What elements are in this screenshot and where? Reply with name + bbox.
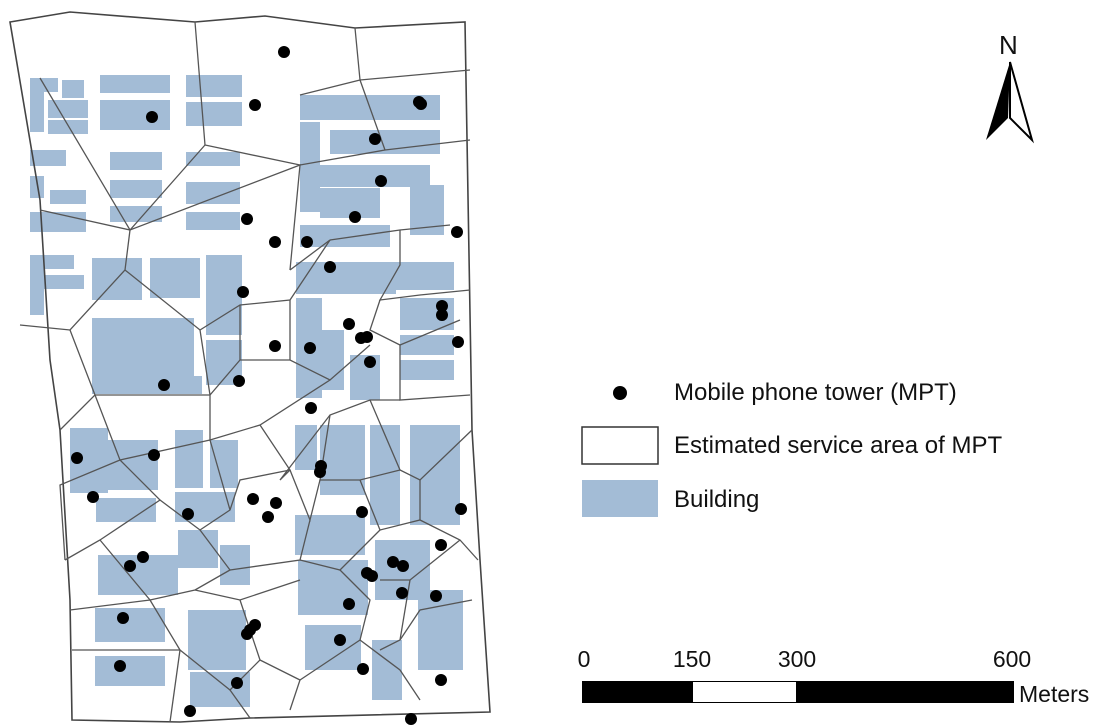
tower-point xyxy=(405,713,417,725)
tower-point xyxy=(314,466,326,478)
tower-point xyxy=(357,663,369,675)
tower-point xyxy=(452,336,464,348)
tower-point xyxy=(182,508,194,520)
tower-point xyxy=(435,674,447,686)
mobile-phone-towers xyxy=(71,46,467,725)
service-area-cells xyxy=(9,11,491,723)
scale-tick-300: 300 xyxy=(777,646,817,672)
tower-point xyxy=(435,539,447,551)
scale-segment-black-1 xyxy=(582,681,692,703)
tower-point xyxy=(366,570,378,582)
tower-point xyxy=(451,226,463,238)
north-label: N xyxy=(999,30,1018,60)
tower-point xyxy=(301,236,313,248)
legend-label-building: Building xyxy=(674,486,760,513)
tower-point xyxy=(397,560,409,572)
tower-point xyxy=(343,598,355,610)
tower-point xyxy=(262,511,274,523)
tower-point xyxy=(114,660,126,672)
tower-point xyxy=(324,261,336,273)
tower-point xyxy=(387,556,399,568)
tower-point xyxy=(430,590,442,602)
tower-point xyxy=(247,493,259,505)
tower-point xyxy=(87,491,99,503)
tower-point xyxy=(233,375,245,387)
north-arrow-icon xyxy=(986,61,1035,144)
legend-label-service-area: Estimated service area of MPT xyxy=(674,432,1003,459)
tower-point xyxy=(305,402,317,414)
tower-point xyxy=(241,213,253,225)
tower-point xyxy=(361,331,373,343)
tower-point xyxy=(249,99,261,111)
tower-point xyxy=(269,340,281,352)
scale-segment-white xyxy=(692,681,797,703)
tower-point xyxy=(436,300,448,312)
scale-tick-0: 0 xyxy=(577,646,591,672)
legend-tower-symbol xyxy=(613,386,627,400)
tower-point xyxy=(231,677,243,689)
tower-point xyxy=(269,236,281,248)
tower-point xyxy=(71,452,83,464)
tower-point xyxy=(146,111,158,123)
tower-point xyxy=(369,133,381,145)
tower-point xyxy=(117,612,129,624)
scale-tick-150: 150 xyxy=(672,646,712,672)
tower-point xyxy=(349,211,361,223)
legend-label-tower: Mobile phone tower (MPT) xyxy=(674,379,957,406)
buildings-layer xyxy=(30,75,463,707)
tower-point xyxy=(124,560,136,572)
tower-point xyxy=(137,551,149,563)
tower-point xyxy=(396,587,408,599)
tower-point xyxy=(304,342,316,354)
tower-point xyxy=(158,379,170,391)
tower-point xyxy=(237,286,249,298)
scale-segment-black-2 xyxy=(797,681,1014,703)
scale-unit-label: Meters xyxy=(1019,681,1090,707)
tower-point xyxy=(148,449,160,461)
tower-point xyxy=(375,175,387,187)
legend-service-area-symbol xyxy=(581,426,659,465)
tower-point xyxy=(455,503,467,515)
tower-point xyxy=(334,634,346,646)
tower-point xyxy=(278,46,290,58)
tower-point xyxy=(436,309,448,321)
legend-building-symbol xyxy=(582,480,658,517)
tower-point xyxy=(184,705,196,717)
tower-point xyxy=(364,356,376,368)
scale-tick-600: 600 xyxy=(992,646,1032,672)
tower-point xyxy=(270,497,282,509)
tower-point xyxy=(356,506,368,518)
tower-point xyxy=(244,624,256,636)
tower-point xyxy=(343,318,355,330)
tower-point xyxy=(415,98,427,110)
